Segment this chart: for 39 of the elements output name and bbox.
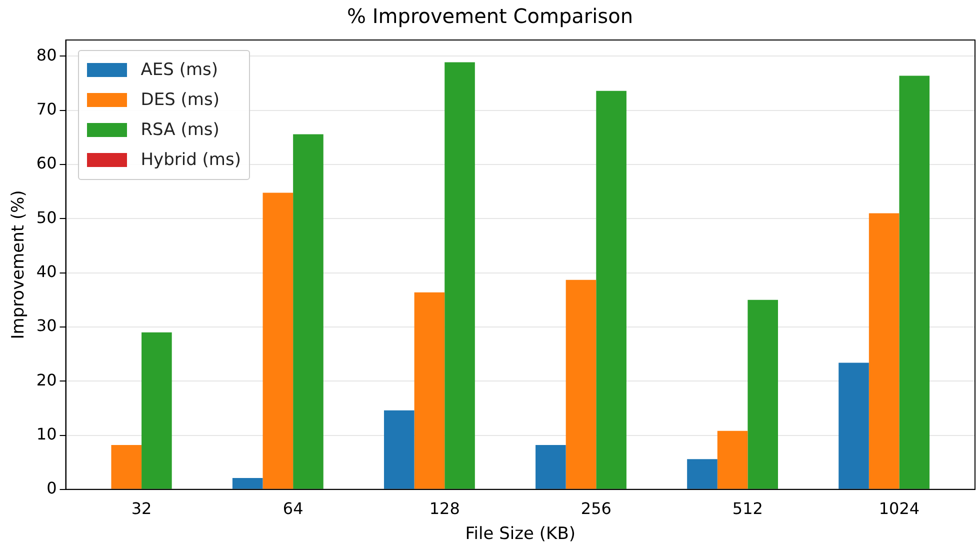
bar — [142, 332, 172, 489]
x-tick-label: 512 — [732, 499, 763, 518]
bar — [232, 478, 263, 489]
bar — [566, 280, 596, 489]
legend-label: AES (ms) — [140, 60, 218, 80]
x-tick-label: 1024 — [878, 499, 920, 518]
bar — [384, 410, 414, 489]
y-tick-label: 70 — [36, 100, 57, 119]
bar — [687, 459, 718, 489]
y-tick-label: 10 — [36, 424, 57, 444]
bar — [111, 445, 142, 489]
bar — [717, 430, 748, 489]
y-tick-label: 40 — [36, 262, 57, 281]
bar — [262, 192, 294, 489]
bar — [596, 90, 626, 489]
y-tick-label: 60 — [36, 154, 57, 173]
y-axis-title: Improvement (%) — [8, 190, 29, 340]
bar — [414, 292, 445, 489]
legend-label: RSA (ms) — [140, 120, 220, 140]
bar — [536, 445, 566, 489]
x-tick-label: 64 — [282, 499, 304, 518]
y-tick-label: 80 — [36, 45, 57, 64]
y-tick-label: 30 — [36, 316, 57, 336]
bar — [748, 300, 778, 489]
bar — [444, 62, 475, 489]
y-tick-label: 20 — [36, 370, 57, 390]
y-tick-label: 50 — [36, 208, 57, 227]
bar — [868, 213, 900, 489]
y-tick-label: 0 — [46, 478, 57, 498]
x-axis-title: File Size (KB) — [465, 524, 576, 544]
x-tick-label: 256 — [580, 499, 612, 518]
x-tick-label: 128 — [429, 499, 460, 518]
bar — [899, 76, 930, 489]
legend-label: DES (ms) — [140, 90, 220, 110]
chart-title: % Improvement Comparison — [346, 4, 634, 28]
legend-label: Hybrid (ms) — [140, 150, 241, 170]
bar — [293, 134, 324, 489]
x-tick-label: 32 — [131, 499, 152, 518]
bar — [838, 362, 869, 489]
